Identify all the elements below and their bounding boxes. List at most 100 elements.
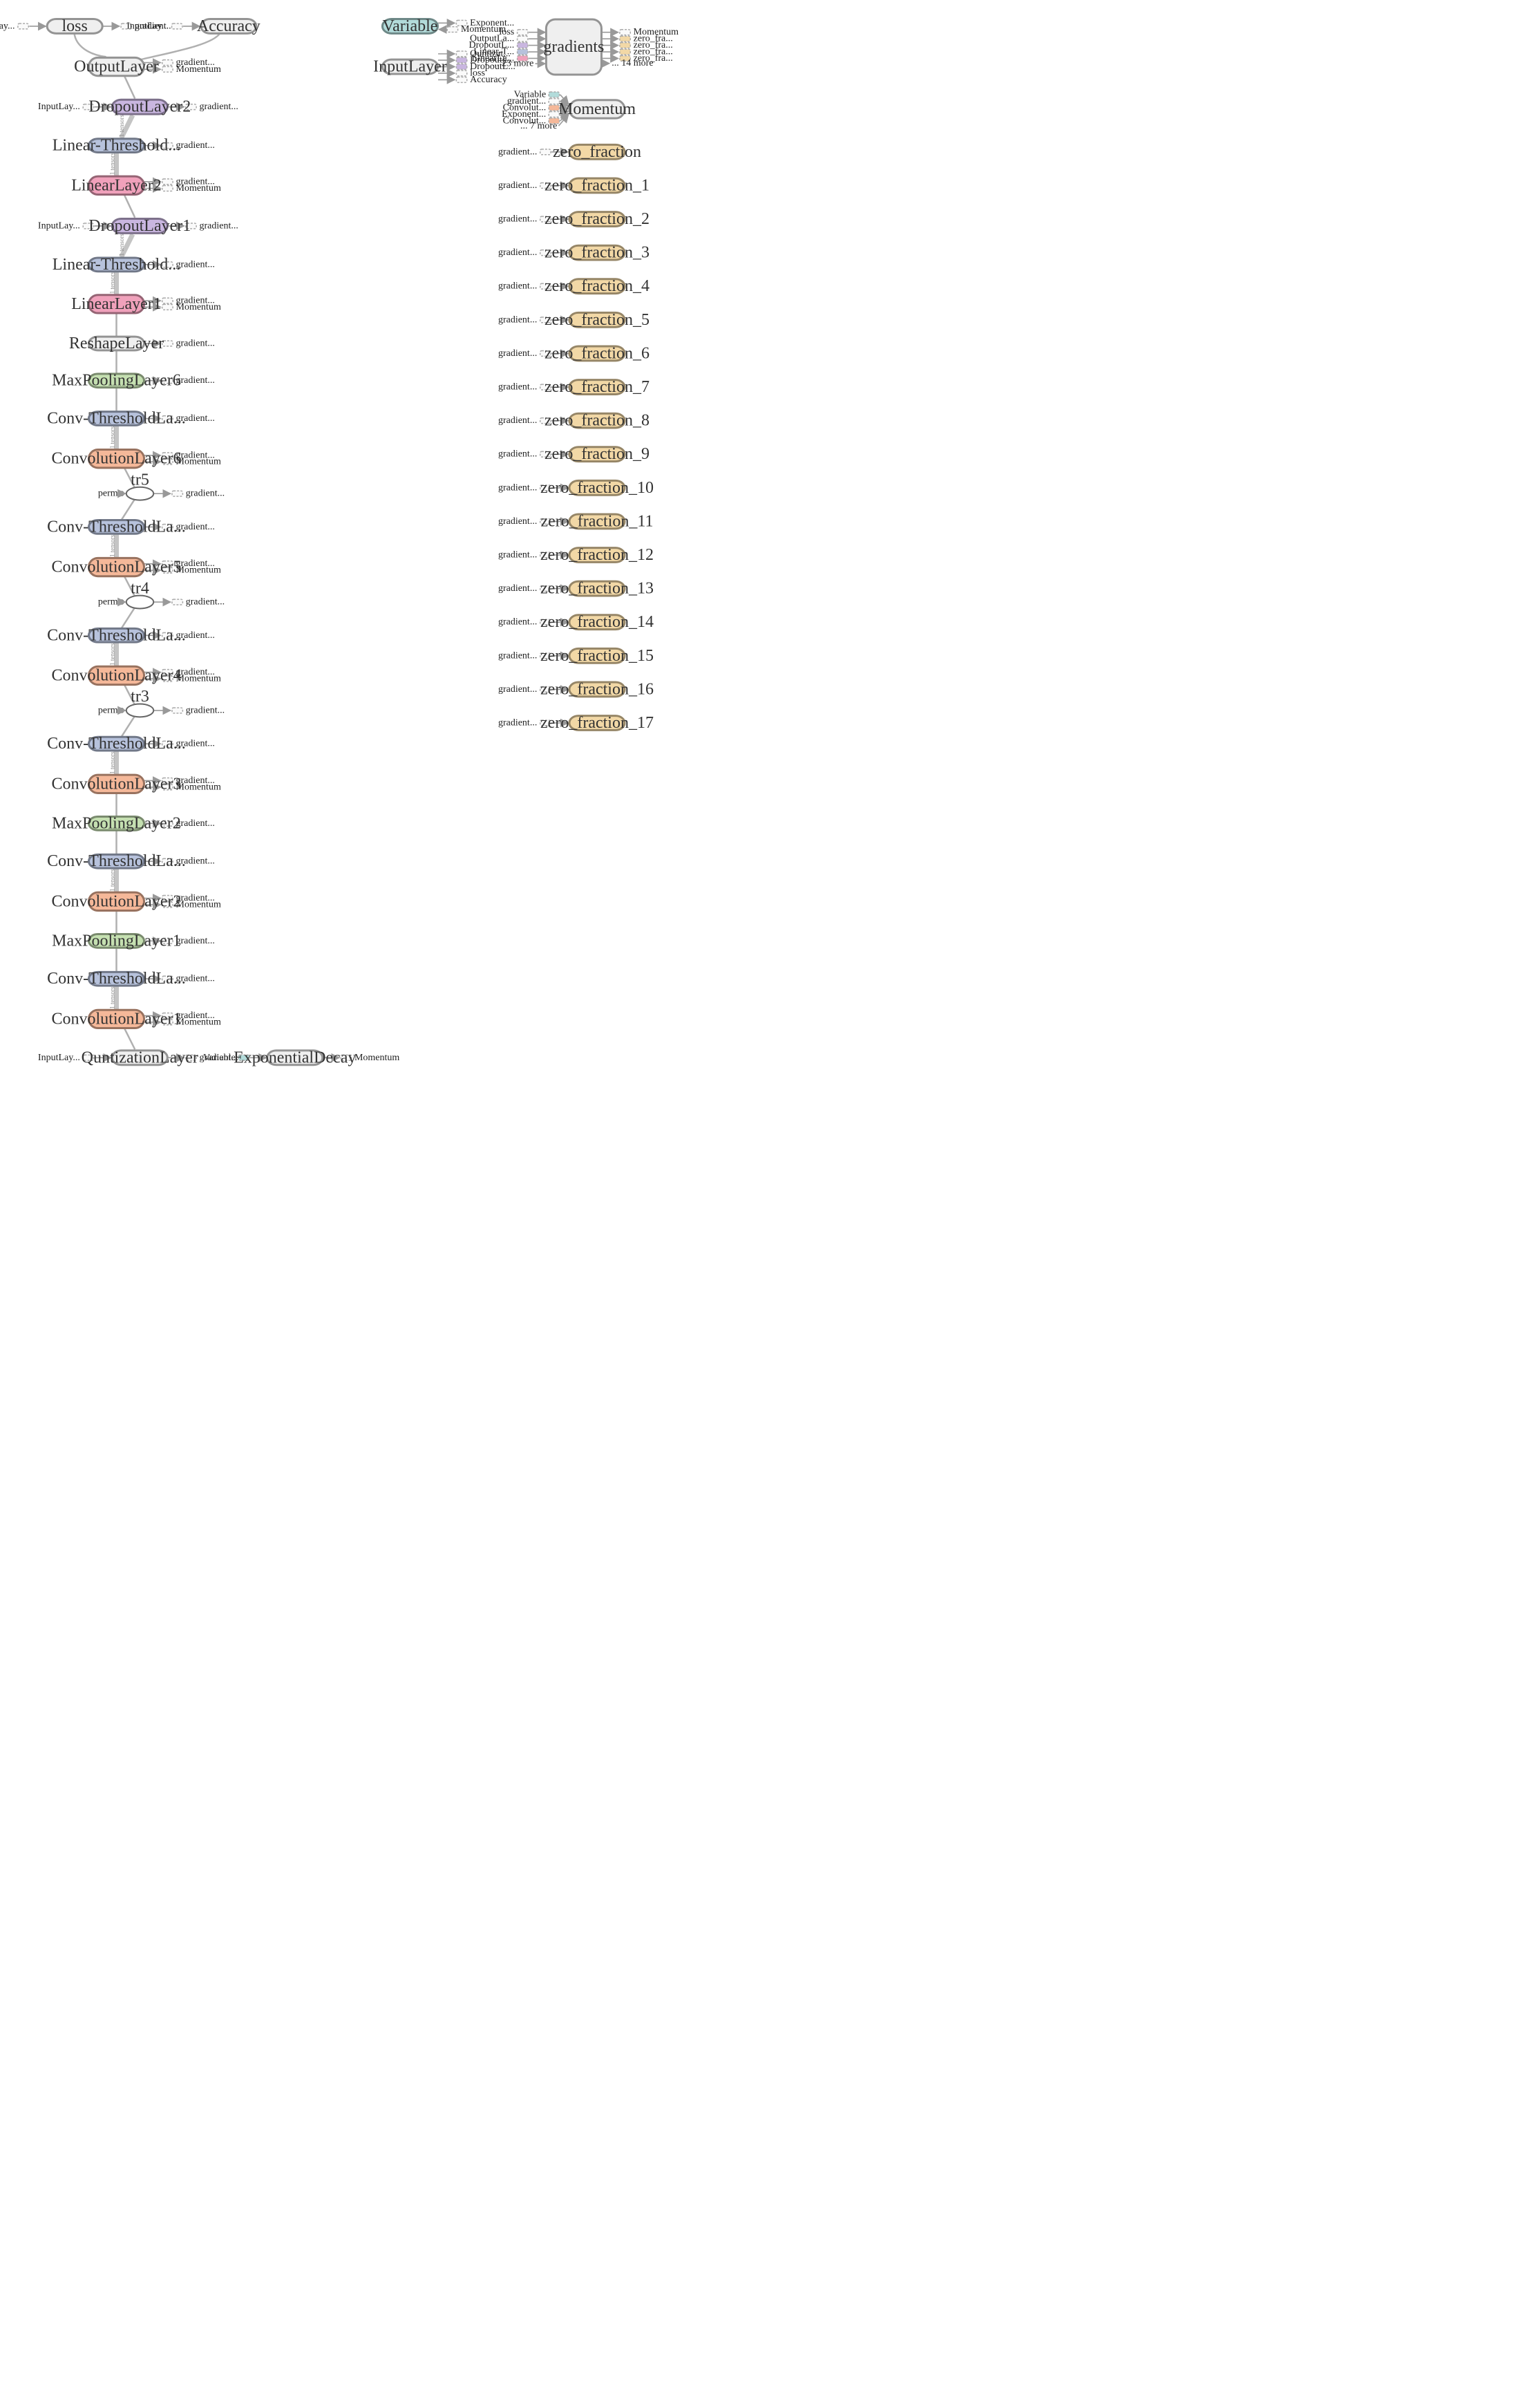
node-zero-fraction-10[interactable]: zero_fraction_10 xyxy=(540,479,654,497)
node-zero-fraction-17[interactable]: zero_fraction_17 xyxy=(540,714,654,732)
node-zero-fraction-6[interactable]: zero_fraction_6 xyxy=(544,344,650,362)
node-convolution-layer2[interactable]: ConvolutionLayer2 xyxy=(52,891,182,912)
node-variable[interactable]: Variable xyxy=(381,17,439,35)
node-conv-threshold5[interactable]: Conv-ThresholdLa... xyxy=(47,518,186,536)
node-conv-threshold3[interactable]: Conv-ThresholdLa... xyxy=(47,735,186,753)
aux-linear1-momentum[interactable]: Momentum xyxy=(144,302,221,312)
node-convolution-layer5[interactable]: ConvolutionLayer5 xyxy=(52,556,182,578)
aux-gradients-in-dropout[interactable]: DropoutL... xyxy=(468,40,547,50)
node-maxpool-layer2[interactable]: MaxPoolingLayer2 xyxy=(52,814,181,832)
perm-tr5[interactable]: perm xyxy=(98,489,126,499)
node-linear-threshold1[interactable]: Linear-Threshold... xyxy=(53,256,180,274)
aux-zero-fraction-7-in[interactable]: gradient... xyxy=(498,382,569,393)
node-zero-fraction-2[interactable]: zero_fraction_2 xyxy=(544,210,650,228)
aux-expdecay-in[interactable]: Variable xyxy=(203,1053,267,1063)
aux-dropout2-in[interactable]: InputLay... xyxy=(38,102,113,112)
perm-tr3[interactable]: perm xyxy=(98,705,126,715)
node-tr4[interactable]: tr4 xyxy=(125,579,155,610)
node-maxpool-layer6[interactable]: MaxPoolingLayer6 xyxy=(52,372,181,390)
node-convolution-layer3[interactable]: ConvolutionLayer3 xyxy=(52,773,182,794)
aux-quantization-in[interactable]: InputLay... xyxy=(38,1053,113,1063)
node-zero-fraction-11[interactable]: zero_fraction_11 xyxy=(540,512,653,530)
aux-input-loss[interactable]: loss xyxy=(438,68,485,78)
aux-gradients-in-loss[interactable]: loss xyxy=(499,27,547,37)
aux-gradients-more[interactable]: ... 23 more xyxy=(492,59,547,69)
aux-tr5-out[interactable]: gradient... xyxy=(153,489,225,499)
aux-output-momentum[interactable]: Momentum xyxy=(144,64,221,75)
aux-zero-fraction-11-in[interactable]: gradient... xyxy=(498,516,569,527)
aux-zero-fraction-1-in[interactable]: gradient... xyxy=(498,180,569,191)
aux-output-grad[interactable]: gradient... xyxy=(144,57,215,68)
aux-conv4-grad[interactable]: gradient... xyxy=(144,667,215,677)
node-zero-fraction-8[interactable]: zero_fraction_8 xyxy=(544,412,650,430)
aux-gradients-in-lineart[interactable]: Linear-T... xyxy=(473,47,547,57)
aux-gradients-out-more[interactable]: ... 14 more xyxy=(601,58,654,68)
aux-zero-fraction-15-in[interactable]: gradient... xyxy=(498,650,569,661)
aux-zero-fraction-0-in[interactable]: gradient... xyxy=(498,147,569,157)
node-conv-threshold1[interactable]: Conv-ThresholdLa... xyxy=(47,970,186,988)
aux-tr3-out[interactable]: gradient... xyxy=(153,705,225,715)
aux-lt1-out[interactable]: gradient... xyxy=(144,259,215,270)
aux-ct1-out[interactable]: gradient... xyxy=(144,974,215,984)
node-dropout-layer2[interactable]: DropoutLayer2 xyxy=(88,98,191,116)
aux-conv6-momentum[interactable]: Momentum xyxy=(144,457,221,467)
aux-conv6-grad[interactable]: gradient... xyxy=(144,450,215,460)
node-convolution-layer6[interactable]: ConvolutionLayer6 xyxy=(52,449,182,469)
aux-conv3-grad[interactable]: gradient... xyxy=(144,775,215,786)
node-zero-fraction-12[interactable]: zero_fraction_12 xyxy=(540,546,654,564)
node-linear-threshold2[interactable]: Linear-Threshold... xyxy=(53,137,180,155)
aux-linear1-grad[interactable]: gradient... xyxy=(144,296,215,306)
aux-maxpool1-out[interactable]: gradient... xyxy=(144,936,215,946)
node-conv-threshold4[interactable]: Conv-ThresholdLa... xyxy=(47,626,186,644)
aux-zero-fraction-4-in[interactable]: gradient... xyxy=(498,281,569,292)
aux-momentum-in-conv1[interactable]: Convolut... xyxy=(503,102,570,113)
aux-zero-fraction-16-in[interactable]: gradient... xyxy=(498,684,569,695)
node-output-layer[interactable]: OutputLayer xyxy=(74,56,159,77)
aux-conv2-momentum[interactable]: Momentum xyxy=(144,899,221,910)
aux-momentum-more[interactable]: ... 7 more xyxy=(520,113,569,131)
node-linear-layer1[interactable]: LinearLayer1 xyxy=(71,294,162,314)
aux-tr4-out[interactable]: gradient... xyxy=(153,597,225,608)
aux-zero-fraction-9-in[interactable]: gradient... xyxy=(498,449,569,460)
aux-accuracy-in[interactable]: InputLay... xyxy=(126,21,201,31)
aux-conv2-grad[interactable]: gradient... xyxy=(144,893,215,903)
aux-gradients-out-momentum[interactable]: Momentum xyxy=(601,27,679,37)
aux-input-dropout2[interactable]: DropoutL... xyxy=(438,62,515,72)
aux-ct6-out[interactable]: gradient... xyxy=(144,413,215,424)
node-conv-threshold6[interactable]: Conv-ThresholdLa... xyxy=(47,410,186,428)
aux-ct4-out[interactable]: gradient... xyxy=(144,630,215,641)
aux-ct3-out[interactable]: gradient... xyxy=(144,739,215,749)
node-tr5[interactable]: tr5 xyxy=(125,471,155,501)
aux-linear2-grad[interactable]: gradient... xyxy=(144,176,215,187)
aux-conv4-momentum[interactable]: Momentum xyxy=(144,674,221,684)
aux-input-accuracy[interactable]: Accuracy xyxy=(438,75,507,85)
aux-linear2-momentum[interactable]: Momentum xyxy=(144,183,221,194)
node-zero-fraction-13[interactable]: zero_fraction_13 xyxy=(540,580,654,598)
aux-zero-fraction-5-in[interactable]: gradient... xyxy=(498,314,569,325)
node-reshape-layer[interactable]: ReshapeLayer xyxy=(69,335,164,352)
node-zero-fraction-15[interactable]: zero_fraction_15 xyxy=(540,647,654,665)
node-gradients[interactable]: gradients xyxy=(543,18,604,76)
aux-expdecay-out[interactable]: Momentum xyxy=(322,1053,400,1063)
aux-maxpool6-out[interactable]: gradient... xyxy=(144,375,215,386)
aux-dropout1-out[interactable]: gradient... xyxy=(167,220,238,231)
aux-gradients-out-zf2[interactable]: zero_fra... xyxy=(601,40,673,50)
aux-variable-momentum[interactable]: Momentum xyxy=(437,24,506,35)
aux-ct2-out[interactable]: gradient... xyxy=(144,856,215,867)
aux-zero-fraction-6-in[interactable]: gradient... xyxy=(498,348,569,359)
aux-zero-fraction-8-in[interactable]: gradient... xyxy=(498,415,569,426)
aux-zero-fraction-12-in[interactable]: gradient... xyxy=(498,550,569,561)
aux-conv5-grad[interactable]: gradient... xyxy=(144,558,215,569)
node-zero-fraction-1[interactable]: zero_fraction_1 xyxy=(544,176,650,194)
node-zero-fraction-16[interactable]: zero_fraction_16 xyxy=(540,680,654,698)
node-quntization-layer[interactable]: QuntizationLayer xyxy=(82,1048,198,1066)
node-convolution-layer4[interactable]: ConvolutionLayer4 xyxy=(52,665,182,686)
aux-dropout1-in[interactable]: InputLay... xyxy=(38,220,113,231)
aux-quantization-out[interactable]: gradient... xyxy=(167,1053,238,1063)
node-zero-fraction-0[interactable]: zero_fraction xyxy=(553,143,641,161)
aux-conv5-momentum[interactable]: Momentum xyxy=(144,565,221,576)
node-zero-fraction-7[interactable]: zero_fraction_7 xyxy=(544,378,650,396)
node-zero-fraction-9[interactable]: zero_fraction_9 xyxy=(544,445,650,463)
node-zero-fraction-14[interactable]: zero_fraction_14 xyxy=(540,613,654,631)
perm-tr4[interactable]: perm xyxy=(98,597,126,608)
